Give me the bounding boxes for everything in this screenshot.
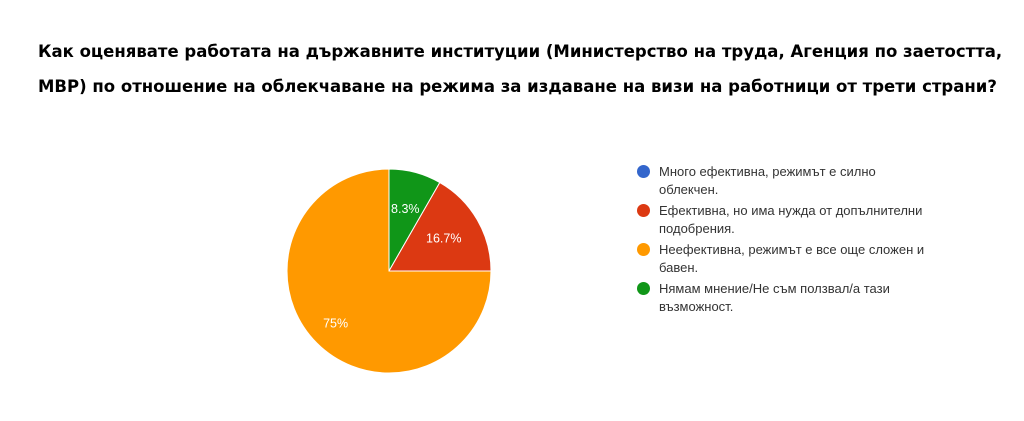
legend-label: Нямам мнение/Не съм ползвал/а тази възмо… xyxy=(659,281,890,314)
pie-slice-2 xyxy=(388,181,492,272)
pie-slices xyxy=(286,168,492,374)
legend-item[interactable]: Много ефективна, режимът е силно облекче… xyxy=(637,163,927,199)
legend-swatch xyxy=(637,165,650,178)
pie-slice-label-4: 8.3% xyxy=(391,202,420,216)
pie-slice-3 xyxy=(286,168,492,374)
legend-swatch xyxy=(637,204,650,217)
legend-swatch xyxy=(637,243,650,256)
pie-slice-label-3: 75% xyxy=(323,317,348,331)
legend-swatch xyxy=(637,282,650,295)
pie-slice-label-2: 16.7% xyxy=(426,232,461,246)
legend-label: Много ефективна, режимът е силно облекче… xyxy=(659,164,876,197)
legend-item[interactable]: Нямам мнение/Не съм ползвал/а тази възмо… xyxy=(637,280,927,316)
pie-slice-labels: 8.3% 16.7% 75% xyxy=(323,202,461,330)
legend-label: Ефективна, но има нужда от допълнителни … xyxy=(659,203,923,236)
legend-item[interactable]: Ефективна, но има нужда от допълнителни … xyxy=(637,202,927,238)
legend-item[interactable]: Неефективна, режимът е все още сложен и … xyxy=(637,241,927,277)
chart-title: Как оценявате работата на държавните инс… xyxy=(38,42,1003,96)
chart-legend: Много ефективна, режимът е силно облекче… xyxy=(637,163,927,319)
legend-label: Неефективна, режимът е все още сложен и … xyxy=(659,242,925,275)
